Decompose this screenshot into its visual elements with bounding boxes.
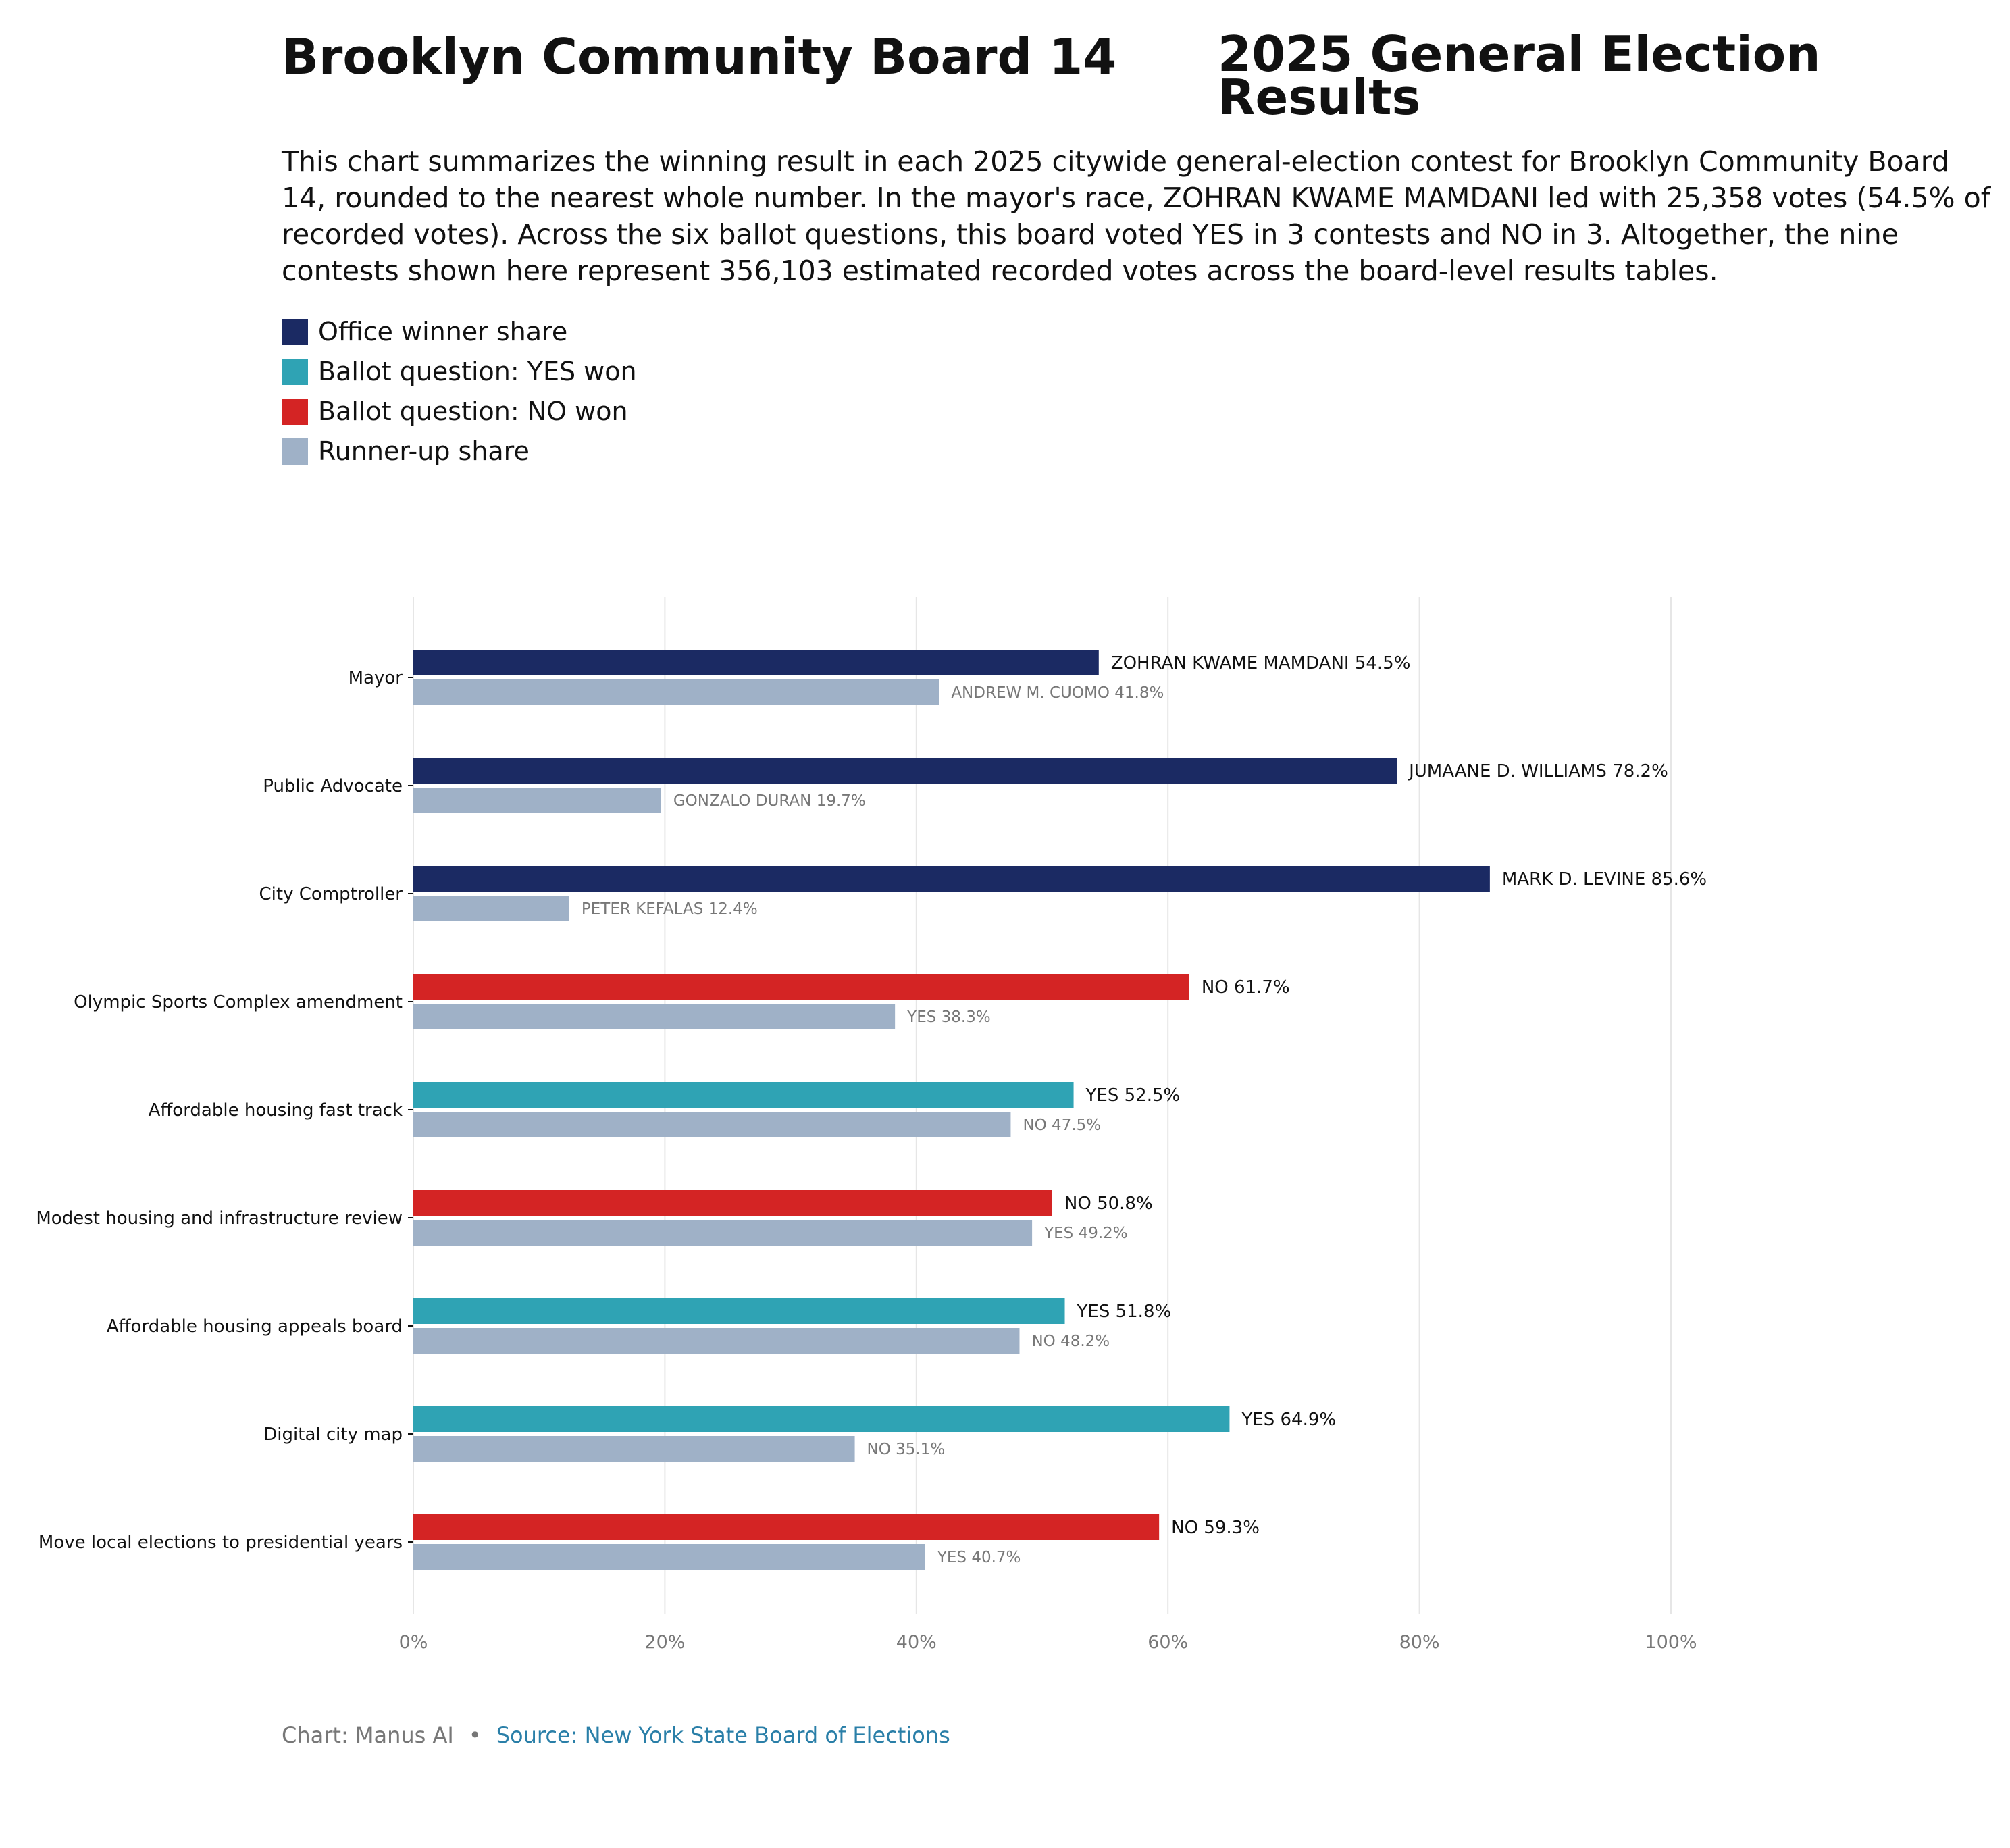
runner-up-bar	[413, 1220, 1033, 1246]
runner-up-bar	[413, 896, 569, 921]
x-tick-label: 0%	[399, 1632, 428, 1653]
legend-label-runner-up: Runner-up share	[318, 436, 530, 466]
page-title: Brooklyn Community Board 14	[282, 28, 1117, 85]
legend-label-office-winner: Office winner share	[318, 317, 568, 346]
runner-up-bar	[413, 1328, 1020, 1354]
winner-bar	[413, 1190, 1052, 1216]
winner-bar	[413, 866, 1490, 892]
x-tick-label: 60%	[1148, 1632, 1188, 1653]
x-tick-label: 20%	[644, 1632, 685, 1653]
winner-bar	[413, 1298, 1065, 1324]
runner-up-bar	[413, 1436, 855, 1462]
chart-credit: Chart: Manus AI	[282, 1722, 454, 1748]
winner-label: YES 51.8%	[1077, 1302, 1172, 1322]
runner-up-bar	[413, 1112, 1011, 1137]
winner-label: NO 61.7%	[1202, 977, 1290, 998]
runner-up-label: ANDREW M. CUOMO 41.8%	[951, 684, 1164, 702]
category-label: Olympic Sports Complex amendment	[74, 992, 403, 1012]
legend-swatch-no-won	[282, 399, 308, 425]
winner-bar	[413, 1514, 1160, 1540]
winner-bar	[413, 974, 1189, 1000]
winner-bar	[413, 1406, 1230, 1432]
legend-swatch-yes-won	[282, 359, 308, 385]
footer: Chart: Manus AI • Source: New York State B…	[282, 1722, 950, 1748]
category-label: Mayor	[349, 668, 403, 688]
category-label: Public Advocate	[263, 776, 403, 796]
runner-up-label: PETER KEFALAS 12.4%	[582, 900, 758, 918]
runner-up-label: NO 48.2%	[1031, 1333, 1110, 1350]
winner-label: NO 59.3%	[1171, 1518, 1260, 1538]
runner-up-label: YES 38.3%	[906, 1008, 991, 1026]
category-label: Digital city map	[263, 1424, 403, 1445]
runner-up-label: NO 47.5%	[1023, 1116, 1101, 1134]
category-label: Affordable housing fast track	[149, 1100, 403, 1121]
winner-bar	[413, 650, 1099, 675]
category-label: Affordable housing appeals board	[107, 1316, 403, 1337]
source-link[interactable]: Source: New York State Board of Election…	[496, 1722, 950, 1748]
category-label: Move local elections to presidential yea…	[38, 1533, 403, 1553]
winner-bar	[413, 1082, 1074, 1108]
legend-swatch-office-winner	[282, 319, 308, 345]
winner-label: YES 64.9%	[1241, 1410, 1336, 1430]
legend-label-yes-won: Ballot question: YES won	[318, 357, 637, 386]
runner-up-label: GONZALO DURAN 19.7%	[673, 792, 866, 810]
winner-label: NO 50.8%	[1064, 1194, 1153, 1214]
runner-up-bar	[413, 679, 939, 705]
winner-label: YES 52.5%	[1085, 1085, 1181, 1106]
runner-up-bar	[413, 1004, 896, 1029]
category-label: City Comptroller	[259, 884, 403, 904]
x-tick-label: 80%	[1399, 1632, 1440, 1653]
runner-up-bar	[413, 1544, 925, 1570]
footer-separator: •	[468, 1722, 482, 1748]
runner-up-label: YES 49.2%	[1043, 1225, 1128, 1242]
results-bar-chart: 0% 20% 40% 60% 80% 100% Mayor ZOHRAN KWAME MAMD…	[36, 597, 1707, 1653]
legend-label-no-won: Ballot question: NO won	[318, 396, 628, 426]
runner-up-label: YES 40.7%	[937, 1549, 1021, 1566]
legend-swatch-runner-up	[282, 438, 308, 465]
x-tick-label: 100%	[1645, 1632, 1697, 1653]
runner-up-label: NO 35.1%	[867, 1441, 946, 1458]
winner-label: ZOHRAN KWAME MAMDANI 54.5%	[1111, 653, 1411, 673]
summary-text: This chart summarizes the winning result…	[282, 145, 1991, 287]
winner-label: MARK D. LEVINE 85.6%	[1502, 869, 1707, 890]
category-label: Modest housing and infrastructure review	[36, 1208, 403, 1229]
chart-title: 2025 General Election Results	[1218, 26, 1821, 126]
runner-up-bar	[413, 788, 661, 813]
winner-bar	[413, 758, 1397, 784]
winner-label: JUMAANE D. WILLIAMS 78.2%	[1408, 761, 1668, 781]
x-tick-label: 40%	[896, 1632, 937, 1653]
